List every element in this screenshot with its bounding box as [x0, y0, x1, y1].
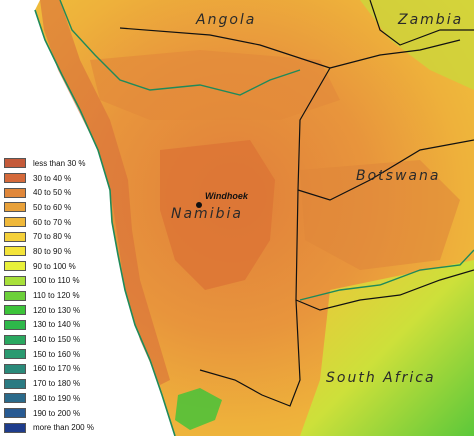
dry-core-angola: [90, 50, 340, 120]
legend: less than 30 % 30 to 40 % 40 to 50 % 50 to …: [4, 156, 124, 435]
legend-label: 90 to 100 %: [33, 261, 76, 271]
legend-swatch: [4, 363, 26, 374]
dry-core-botswana: [300, 160, 460, 270]
border-namibia: [119, 27, 331, 407]
inland-boundary-angola: [59, 0, 301, 96]
dry-core-namibia: [160, 140, 275, 290]
legend-label: 140 to 150 %: [33, 335, 81, 345]
legend-swatch: [4, 217, 26, 228]
coastline: [34, 9, 176, 436]
legend-swatch: [4, 246, 26, 257]
legend-item: 150 to 160 %: [4, 347, 124, 362]
wet-southwest-cape: [175, 388, 222, 430]
legend-label: 180 to 190 %: [33, 393, 81, 403]
legend-swatch: [4, 275, 26, 286]
legend-item: 40 to 50 %: [4, 185, 124, 200]
legend-label: more than 200 %: [33, 423, 94, 433]
legend-item: 60 to 70 %: [4, 215, 124, 230]
windhoek-marker-icon: [196, 202, 202, 208]
country-label-angola: Angola: [196, 12, 257, 28]
wet-northeast: [360, 0, 474, 90]
legend-label: 170 to 180 %: [33, 379, 81, 389]
legend-label: 70 to 80 %: [33, 232, 72, 242]
legend-label: 130 to 140 %: [33, 320, 81, 330]
legend-swatch: [4, 349, 26, 360]
legend-label: 30 to 40 %: [33, 173, 72, 183]
legend-label: 160 to 170 %: [33, 364, 81, 374]
legend-item: 120 to 130 %: [4, 303, 124, 318]
legend-label: 150 to 160 %: [33, 349, 81, 359]
inland-boundary-south-africa: [299, 249, 474, 301]
legend-label: 60 to 70 %: [33, 217, 72, 227]
legend-item: 110 to 120 %: [4, 288, 124, 303]
legend-item: 70 to 80 %: [4, 229, 124, 244]
legend-label: 100 to 110 %: [33, 276, 80, 286]
legend-item: 180 to 190 %: [4, 391, 124, 406]
legend-label: 80 to 90 %: [33, 246, 72, 256]
legend-item: 160 to 170 %: [4, 362, 124, 377]
legend-item: less than 30 %: [4, 156, 124, 171]
legend-item: 80 to 90 %: [4, 244, 124, 259]
legend-label: 50 to 60 %: [33, 202, 72, 212]
legend-swatch: [4, 261, 26, 272]
legend-item: 140 to 150 %: [4, 332, 124, 347]
legend-label: 40 to 50 %: [33, 188, 72, 198]
country-label-zambia: Zambia: [398, 12, 464, 28]
legend-swatch: [4, 422, 26, 433]
legend-item: 190 to 200 %: [4, 406, 124, 421]
legend-item: 90 to 100 %: [4, 259, 124, 274]
legend-item: 30 to 40 %: [4, 171, 124, 186]
legend-item: 130 to 140 %: [4, 318, 124, 333]
legend-swatch: [4, 158, 26, 169]
legend-swatch: [4, 393, 26, 404]
legend-item: more than 200 %: [4, 420, 124, 435]
legend-swatch: [4, 305, 26, 316]
legend-label: less than 30 %: [33, 158, 86, 168]
legend-swatch: [4, 187, 26, 198]
country-label-south-africa: South Africa: [326, 370, 436, 386]
legend-swatch: [4, 202, 26, 213]
legend-label: 120 to 130 %: [33, 305, 81, 315]
legend-item: 170 to 180 %: [4, 376, 124, 391]
legend-swatch: [4, 290, 26, 301]
legend-swatch: [4, 173, 26, 184]
legend-item: 50 to 60 %: [4, 200, 124, 215]
legend-item: 100 to 110 %: [4, 274, 124, 289]
city-label-windhoek: Windhoek: [205, 191, 248, 201]
legend-swatch: [4, 231, 26, 242]
border-zambia: [369, 0, 474, 46]
legend-swatch: [4, 408, 26, 419]
legend-label: 110 to 120 %: [33, 291, 80, 301]
border-caprivi: [329, 39, 461, 69]
legend-label: 190 to 200 %: [33, 408, 81, 418]
border-south-africa: [295, 269, 474, 311]
country-label-botswana: Botswana: [356, 168, 441, 184]
legend-swatch: [4, 319, 26, 330]
legend-swatch: [4, 378, 26, 389]
country-label-namibia: Namibia: [171, 206, 243, 222]
border-botswana: [297, 139, 474, 201]
legend-swatch: [4, 334, 26, 345]
